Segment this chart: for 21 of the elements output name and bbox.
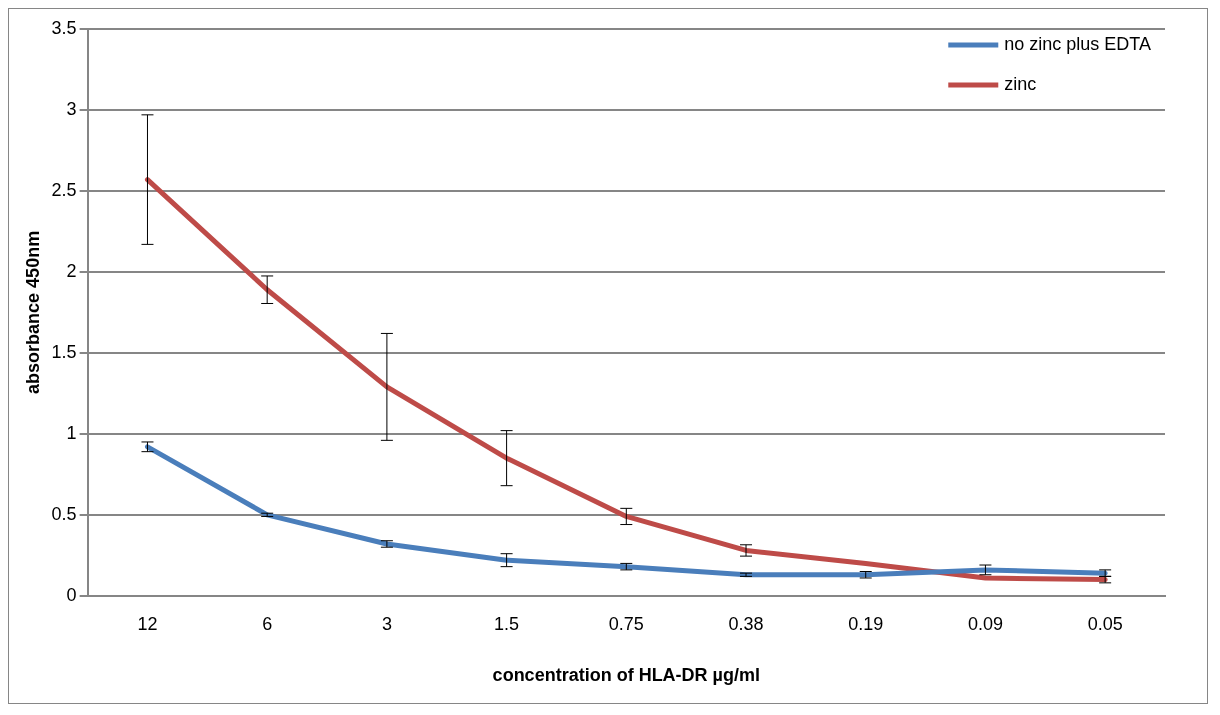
legend-label: no zinc plus EDTA <box>1004 33 1152 54</box>
legend-label: zinc <box>1004 73 1037 94</box>
x-tick-label: 0.05 <box>1087 613 1123 634</box>
y-tick-label: 1.5 <box>51 341 77 362</box>
x-tick-label: 0.09 <box>967 613 1003 634</box>
x-tick-label: 0.75 <box>608 613 644 634</box>
y-axis-title: absorbance 450nm <box>22 230 43 394</box>
x-tick-label: 12 <box>137 613 158 634</box>
x-tick-label: 0.19 <box>848 613 884 634</box>
y-tick-label: 0 <box>66 584 77 605</box>
x-tick-label: 6 <box>262 613 273 634</box>
y-tick-label: 0.5 <box>51 503 77 524</box>
y-tick-label: 1 <box>66 422 77 443</box>
y-tick-label: 3.5 <box>51 17 77 38</box>
x-tick-label: 0.38 <box>728 613 764 634</box>
y-tick-label: 2 <box>66 260 77 281</box>
x-tick-label: 1.5 <box>494 613 520 634</box>
x-axis-title: concentration of HLA-DR µg/ml <box>492 665 760 686</box>
y-tick-label: 2.5 <box>51 179 77 200</box>
y-tick-label: 3 <box>66 98 77 119</box>
x-tick-label: 3 <box>381 613 392 634</box>
